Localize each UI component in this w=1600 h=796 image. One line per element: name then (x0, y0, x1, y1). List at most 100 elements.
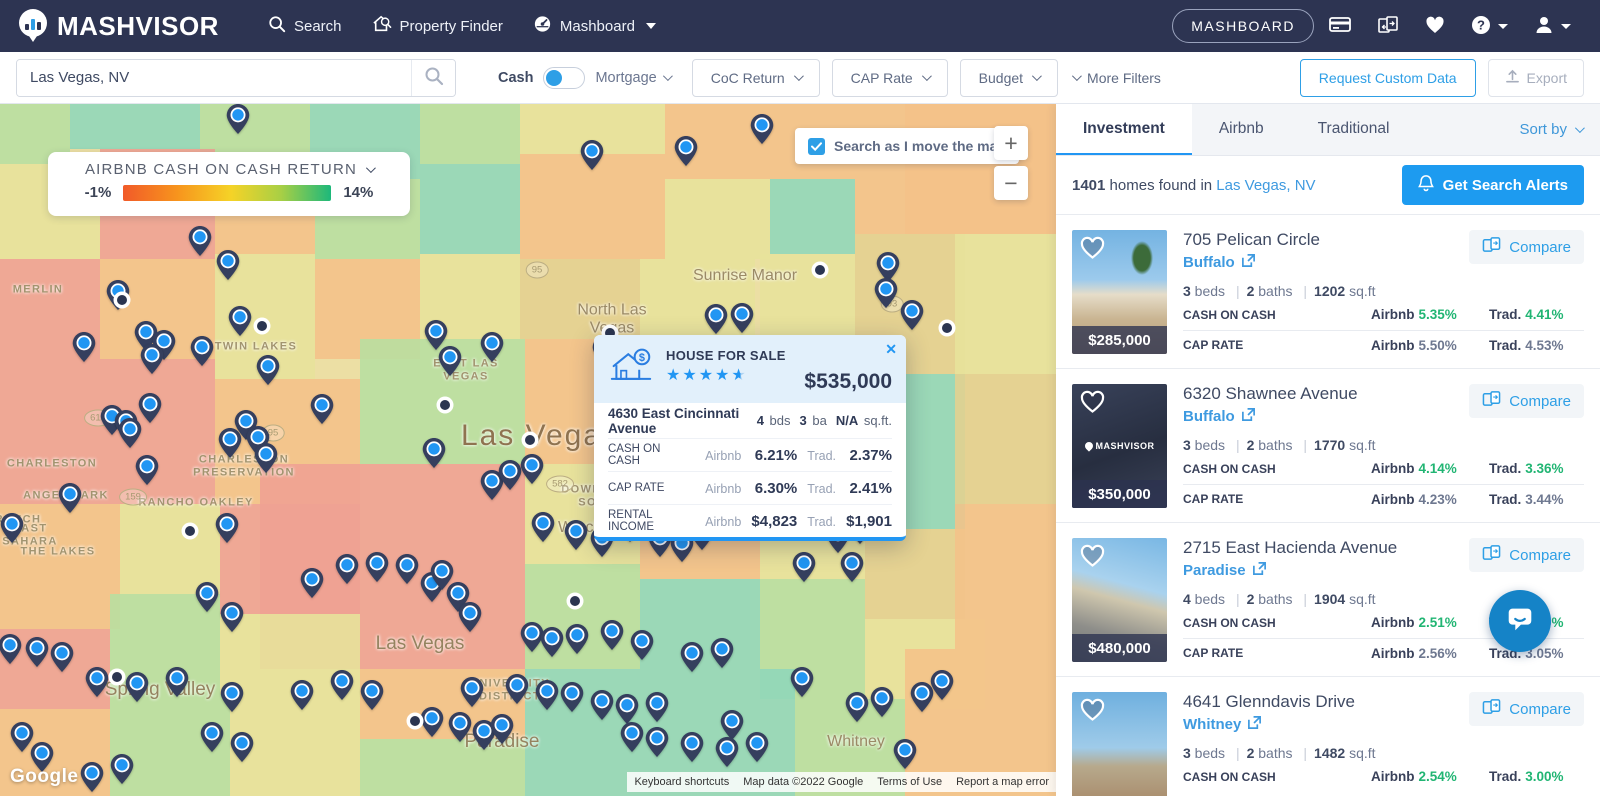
map-pin[interactable] (10, 722, 34, 752)
map-pin[interactable] (140, 344, 164, 374)
map-pin[interactable] (72, 332, 96, 362)
map-pin[interactable] (50, 642, 74, 672)
map-pin[interactable] (216, 250, 240, 280)
map-pin[interactable] (448, 712, 472, 742)
map-pin[interactable] (335, 554, 359, 584)
filter-budget[interactable]: Budget (959, 58, 1059, 97)
favorite-heart-icon[interactable] (1079, 698, 1106, 727)
nav-property-finder[interactable]: Property Finder (357, 0, 518, 52)
map-pin[interactable] (876, 252, 900, 282)
map-pin[interactable] (395, 554, 419, 584)
neighborhood-link[interactable]: Buffalo (1183, 253, 1320, 272)
neighborhood-link[interactable]: Whitney (1183, 715, 1355, 734)
map-pin[interactable] (680, 732, 704, 762)
map-pin[interactable] (580, 140, 604, 170)
tab-investment[interactable]: Investment (1056, 104, 1192, 155)
map-pin[interactable] (110, 754, 134, 784)
map-pin[interactable] (218, 428, 242, 458)
map-dot[interactable] (257, 321, 267, 331)
mortgage-dropdown[interactable]: Mortgage (595, 70, 673, 86)
map-pin[interactable] (680, 642, 704, 672)
map-pin[interactable] (125, 672, 149, 702)
map-pin[interactable] (910, 682, 934, 712)
map-pin[interactable] (135, 455, 159, 485)
map-pin[interactable] (564, 520, 588, 550)
get-search-alerts-button[interactable]: Get Search Alerts (1401, 165, 1584, 205)
search-move-map-checkbox[interactable]: Search as I move the map (795, 128, 1019, 164)
map-pin[interactable] (674, 136, 698, 166)
map-dot[interactable] (525, 435, 535, 445)
billing-button[interactable] (1318, 10, 1362, 42)
map-pin[interactable] (0, 634, 22, 664)
map-pin[interactable] (620, 722, 644, 752)
map-pin[interactable] (874, 278, 898, 308)
property-card[interactable]: 4641 Glenndavis Drive Whitney Compare 3 bed… (1056, 676, 1600, 796)
tab-airbnb[interactable]: Airbnb (1218, 119, 1264, 137)
property-address[interactable]: 705 Pelican Circle (1183, 230, 1321, 249)
map-pin[interactable] (118, 418, 142, 448)
neighborhood-link[interactable]: Paradise (1183, 561, 1397, 580)
property-card[interactable]: MASHVISOR $350,000 6320 Shawnee Avenue Buff… (1056, 368, 1600, 522)
tab-traditional[interactable]: Traditional (1317, 119, 1390, 137)
map-pin[interactable] (25, 637, 49, 667)
map-dot[interactable] (410, 716, 420, 726)
map-pin[interactable] (230, 732, 254, 762)
map-pin[interactable] (246, 426, 270, 456)
property-card[interactable]: $480,000 2715 East Hacienda Avenue Paradis… (1056, 522, 1600, 676)
map-pin[interactable] (893, 739, 917, 769)
filter-coc-return[interactable]: CoC Return (691, 58, 820, 97)
property-photo[interactable]: $285,000 (1072, 230, 1167, 354)
map-pin[interactable] (438, 346, 462, 376)
map-dot[interactable] (117, 295, 127, 305)
map-pin[interactable] (792, 552, 816, 582)
chat-widget-button[interactable] (1489, 590, 1551, 652)
map-pin[interactable] (330, 670, 354, 700)
map-pin[interactable] (458, 602, 482, 632)
map-pin[interactable] (220, 682, 244, 712)
property-photo[interactable]: $480,000 (1072, 538, 1167, 662)
attribution-link[interactable]: Terms of Use (870, 772, 950, 792)
map-pin[interactable] (730, 303, 754, 333)
map-pin[interactable] (422, 438, 446, 468)
map-dot[interactable] (440, 400, 450, 410)
map-pin[interactable] (535, 680, 559, 710)
map-pin[interactable] (460, 677, 484, 707)
help-button[interactable]: ? (1460, 9, 1519, 44)
map-pin[interactable] (80, 762, 104, 792)
map-pin[interactable] (360, 680, 384, 710)
export-button[interactable]: Export (1487, 58, 1584, 97)
favorite-heart-icon[interactable] (1079, 390, 1106, 419)
property-address[interactable]: 2715 East Hacienda Avenue (1183, 538, 1398, 557)
property-address[interactable]: 4641 Glenndavis Drive (1183, 692, 1355, 711)
map-pin[interactable] (165, 667, 189, 697)
map-pin[interactable] (590, 690, 614, 720)
map-pin[interactable] (531, 512, 555, 542)
map-pin[interactable] (645, 692, 669, 722)
mashvisor-logo[interactable]: MASHVISOR (18, 9, 219, 43)
map-dot[interactable] (570, 596, 580, 606)
map-pin[interactable] (420, 707, 444, 737)
location-search-input[interactable] (17, 59, 411, 96)
map-pin[interactable] (480, 470, 504, 500)
mashboard-button[interactable]: MASHBOARD (1172, 9, 1314, 43)
map-pin[interactable] (630, 630, 654, 660)
map-pin[interactable] (190, 336, 214, 366)
favorite-heart-icon[interactable] (1079, 544, 1106, 573)
map-pin[interactable] (254, 443, 278, 473)
map-pin[interactable] (215, 513, 239, 543)
results-location-link[interactable]: Las Vegas, NV (1216, 176, 1316, 194)
map-pin[interactable] (790, 667, 814, 697)
attribution-link[interactable]: Map data ©2022 Google (736, 772, 871, 792)
map-pin[interactable] (520, 454, 544, 484)
map-pin[interactable] (720, 710, 744, 740)
map-pin[interactable] (58, 483, 82, 513)
favorite-heart-icon[interactable] (1079, 236, 1106, 265)
cash-mortgage-toggle[interactable] (543, 66, 586, 89)
favorites-button[interactable] (1414, 10, 1456, 43)
compare-button[interactable]: Compare (1469, 384, 1584, 418)
map-pin[interactable] (85, 667, 109, 697)
request-custom-data-button[interactable]: Request Custom Data (1299, 58, 1476, 97)
map-pin[interactable] (226, 104, 250, 134)
compare-button[interactable]: Compare (1469, 538, 1584, 572)
